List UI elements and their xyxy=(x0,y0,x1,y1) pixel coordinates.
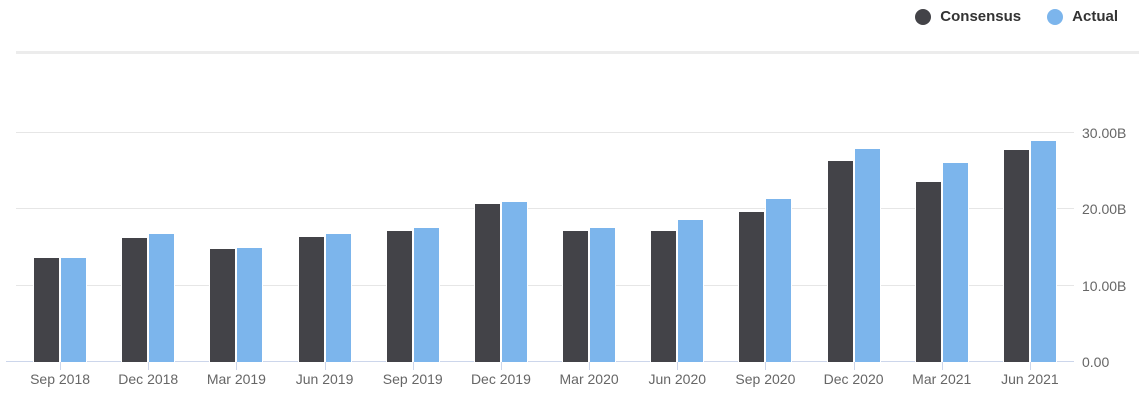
chart-legend: Consensus Actual xyxy=(915,8,1118,25)
x-axis-label-dec-2019: Dec 2019 xyxy=(470,371,531,387)
x-axis-label-sep-2020: Sep 2020 xyxy=(735,371,796,387)
bar-actual-mar-2021[interactable] xyxy=(941,162,969,362)
gridline-10 xyxy=(16,284,1074,286)
x-axis-label-sep-2019: Sep 2019 xyxy=(382,371,443,387)
legend-item-actual[interactable]: Actual xyxy=(1047,8,1118,25)
bar-actual-jun-2020[interactable] xyxy=(677,219,705,362)
x-axis-label-jun-2021: Jun 2021 xyxy=(1001,371,1059,387)
y-axis-label-30: 30.00B xyxy=(1082,125,1127,141)
legend-label-actual: Actual xyxy=(1072,8,1118,25)
y-axis-label-0: 0.00 xyxy=(1082,354,1110,370)
bar-consensus-dec-2019[interactable] xyxy=(473,202,501,362)
bar-consensus-dec-2020[interactable] xyxy=(826,160,854,362)
bar-actual-dec-2018[interactable] xyxy=(148,232,176,362)
bar-actual-mar-2019[interactable] xyxy=(236,246,264,362)
gridline-20 xyxy=(16,208,1074,210)
x-axis-tick-jun-2020 xyxy=(677,362,679,370)
bar-consensus-dec-2018[interactable] xyxy=(121,236,149,362)
x-axis-label-jun-2019: Jun 2019 xyxy=(295,371,354,387)
x-axis-tick-dec-2019 xyxy=(500,362,502,370)
bar-actual-sep-2019[interactable] xyxy=(412,227,440,362)
consensus-dot-icon xyxy=(915,8,932,25)
bar-consensus-mar-2019[interactable] xyxy=(209,247,237,362)
bar-consensus-jun-2019[interactable] xyxy=(297,236,325,362)
plot-area xyxy=(6,57,1074,370)
x-axis-line xyxy=(6,361,1074,362)
bar-actual-jun-2019[interactable] xyxy=(324,233,352,362)
bar-actual-dec-2019[interactable] xyxy=(500,201,528,362)
x-axis-label-mar-2020: Mar 2020 xyxy=(559,371,619,387)
legend-label-consensus: Consensus xyxy=(940,8,1022,25)
x-axis-tick-sep-2018 xyxy=(60,362,62,370)
bar-consensus-sep-2018[interactable] xyxy=(33,256,61,362)
x-axis-label-mar-2021: Mar 2021 xyxy=(912,371,972,387)
bar-actual-sep-2020[interactable] xyxy=(765,198,793,362)
bar-consensus-sep-2019[interactable] xyxy=(385,229,413,362)
x-axis-tick-dec-2018 xyxy=(148,362,150,370)
y-axis-label-10: 10.00B xyxy=(1082,277,1127,294)
legend-item-consensus[interactable]: Consensus xyxy=(915,8,1021,25)
x-axis-tick-sep-2020 xyxy=(765,362,767,370)
x-axis-tick-mar-2019 xyxy=(236,362,238,370)
bar-consensus-mar-2020[interactable] xyxy=(562,230,590,362)
x-axis-tick-mar-2021 xyxy=(941,362,943,370)
x-axis-label-jun-2020: Jun 2020 xyxy=(648,371,707,387)
gridline-30 xyxy=(16,132,1074,133)
x-axis-tick-sep-2019 xyxy=(412,362,414,370)
bar-consensus-jun-2021[interactable] xyxy=(1002,149,1030,362)
bar-actual-mar-2020[interactable] xyxy=(589,226,617,362)
x-axis-label-dec-2018: Dec 2018 xyxy=(118,371,179,387)
x-axis-tick-jun-2019 xyxy=(324,362,326,370)
x-axis-label-sep-2018: Sep 2018 xyxy=(30,371,91,387)
x-axis-tick-dec-2020 xyxy=(853,362,855,370)
header-divider xyxy=(16,51,1139,54)
y-axis-label-20: 20.00B xyxy=(1082,201,1127,218)
bar-actual-jun-2021[interactable] xyxy=(1029,140,1057,362)
x-axis-label-dec-2020: Dec 2020 xyxy=(823,371,884,387)
bar-consensus-mar-2021[interactable] xyxy=(914,180,942,362)
bar-actual-sep-2018[interactable] xyxy=(60,257,88,362)
x-axis-tick-mar-2020 xyxy=(589,362,591,370)
bar-consensus-jun-2020[interactable] xyxy=(650,229,678,362)
bar-consensus-sep-2020[interactable] xyxy=(738,210,766,362)
bar-actual-dec-2020[interactable] xyxy=(853,147,881,362)
x-axis-tick-jun-2021 xyxy=(1029,362,1031,370)
x-axis-label-mar-2019: Mar 2019 xyxy=(206,371,266,387)
actual-dot-icon xyxy=(1047,8,1064,25)
